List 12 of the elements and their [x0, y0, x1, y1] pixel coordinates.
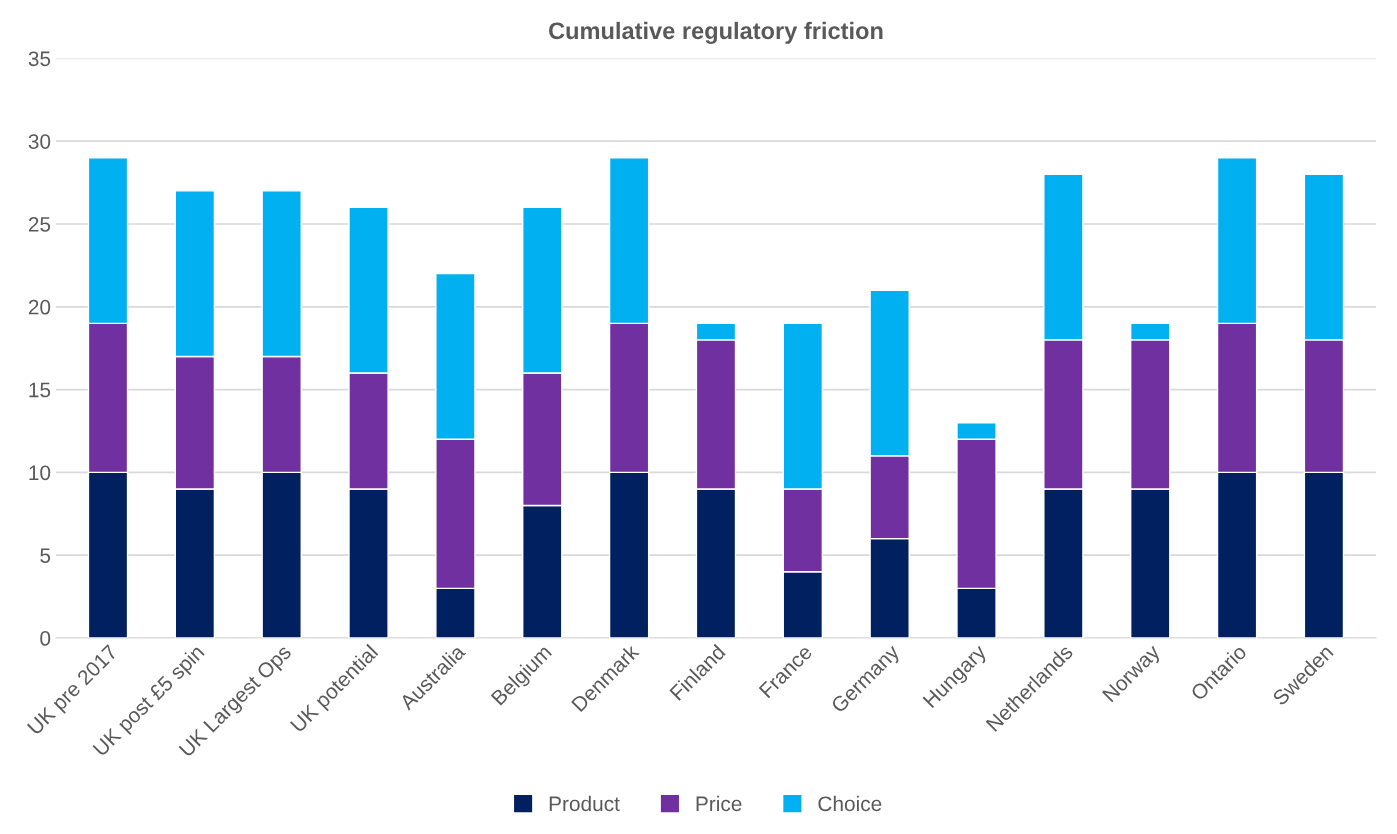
legend-label: Product: [549, 795, 620, 812]
y-tick-label: 20: [28, 299, 51, 315]
chart-title: Cumulative regulatory friction: [549, 21, 883, 44]
y-tick-label: 0: [40, 631, 51, 646]
y-tick-label: 35: [28, 51, 51, 67]
legend-label: Price: [696, 795, 742, 812]
y-tick-label: 5: [40, 548, 51, 563]
y-tick-label: 10: [29, 465, 51, 481]
y-tick-label: 25: [28, 216, 51, 232]
y-tick-label: 15: [29, 382, 51, 398]
y-tick-label: 30: [28, 134, 51, 149]
legend-label: Choice: [818, 795, 882, 812]
